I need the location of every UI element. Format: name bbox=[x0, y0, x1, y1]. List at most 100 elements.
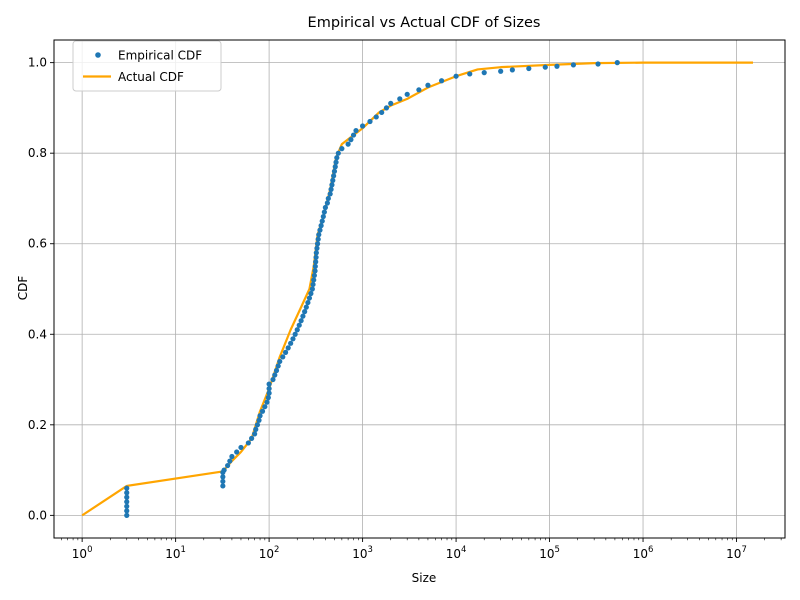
empirical-point bbox=[321, 209, 327, 215]
empirical-point bbox=[316, 232, 322, 238]
empirical-point bbox=[305, 299, 311, 306]
empirical-point bbox=[383, 105, 390, 111]
empirical-point bbox=[252, 431, 258, 437]
y-axis-label: CDF bbox=[16, 276, 30, 301]
y-tick-label: 0.6 bbox=[28, 237, 47, 251]
x-tick-label: 100 bbox=[72, 545, 93, 561]
empirical-point bbox=[234, 449, 240, 455]
empirical-point bbox=[453, 73, 459, 79]
empirical-point bbox=[272, 372, 278, 378]
empirical-point bbox=[333, 159, 339, 165]
empirical-point bbox=[320, 213, 326, 220]
empirical-point bbox=[318, 223, 324, 229]
empirical-point bbox=[526, 65, 532, 72]
empirical-point bbox=[353, 127, 359, 134]
empirical-point bbox=[509, 67, 515, 73]
empirical-point bbox=[229, 453, 235, 460]
legend: Empirical CDF Actual CDF bbox=[72, 40, 222, 92]
empirical-point bbox=[308, 290, 314, 297]
empirical-point bbox=[257, 413, 263, 419]
chart-title: Empirical vs Actual CDF of Sizes bbox=[308, 15, 541, 31]
empirical-point bbox=[379, 109, 385, 116]
x-tick-label: 102 bbox=[259, 545, 280, 561]
empirical-point bbox=[310, 281, 316, 288]
empirical-point bbox=[595, 61, 601, 67]
empirical-point bbox=[332, 164, 338, 170]
empirical-point bbox=[292, 331, 298, 337]
empirical-point bbox=[266, 381, 272, 387]
empirical-point bbox=[225, 462, 231, 469]
empirical-point bbox=[238, 444, 244, 451]
empirical-point bbox=[425, 82, 431, 88]
y-tick-label: 0.0 bbox=[28, 508, 47, 522]
empirical-point bbox=[262, 404, 268, 410]
empirical-point bbox=[324, 200, 330, 206]
empirical-point bbox=[319, 218, 325, 224]
empirical-point bbox=[359, 123, 366, 129]
empirical-point bbox=[312, 268, 318, 274]
empirical-point bbox=[542, 64, 548, 70]
empirical-point bbox=[404, 91, 410, 97]
empirical-point bbox=[124, 494, 130, 500]
y-tick-label: 1.0 bbox=[28, 56, 47, 70]
empirical-point bbox=[313, 254, 319, 260]
x-tick-label: 107 bbox=[726, 545, 747, 561]
x-tick-label: 106 bbox=[633, 545, 654, 561]
empirical-point bbox=[221, 467, 227, 473]
empirical-point bbox=[439, 78, 445, 84]
empirical-point bbox=[266, 386, 272, 392]
empirical-point bbox=[264, 399, 270, 405]
plot-frame bbox=[53, 39, 786, 539]
empirical-point bbox=[277, 358, 283, 365]
empirical-point bbox=[554, 63, 560, 69]
y-tick-label: 0.4 bbox=[28, 327, 47, 341]
series-layer bbox=[81, 60, 753, 518]
empirical-point bbox=[498, 68, 504, 74]
empirical-point bbox=[300, 313, 306, 319]
empirical-point bbox=[322, 204, 328, 211]
empirical-point bbox=[348, 137, 354, 143]
empirical-point bbox=[350, 132, 357, 138]
empirical-point bbox=[481, 70, 487, 76]
empirical-point bbox=[124, 508, 130, 514]
x-tick-label: 104 bbox=[446, 545, 467, 561]
empirical-point bbox=[309, 286, 315, 292]
empirical-point bbox=[314, 241, 321, 247]
empirical-point bbox=[373, 114, 379, 120]
empirical-point bbox=[328, 186, 334, 192]
empirical-point bbox=[259, 408, 266, 414]
empirical-point bbox=[124, 490, 130, 496]
empirical-point bbox=[253, 426, 259, 432]
empirical-point bbox=[331, 173, 337, 179]
empirical-point bbox=[298, 318, 304, 324]
empirical-point bbox=[282, 349, 289, 355]
empirical-point bbox=[220, 478, 226, 485]
empirical-point bbox=[256, 417, 262, 423]
empirical-point bbox=[467, 71, 473, 77]
y-tick-label: 0.2 bbox=[28, 418, 47, 432]
empirical-point bbox=[227, 458, 233, 464]
empirical-point bbox=[273, 367, 280, 374]
empirical-point bbox=[614, 60, 620, 66]
empirical-point bbox=[388, 100, 394, 106]
empirical-point bbox=[397, 96, 403, 102]
empirical-point bbox=[325, 195, 331, 202]
empirical-point bbox=[312, 263, 318, 269]
legend-marker-empirical bbox=[95, 52, 101, 58]
legend-label-empirical: Empirical CDF bbox=[118, 49, 202, 63]
x-tick-label: 101 bbox=[165, 545, 186, 561]
empirical-point bbox=[315, 236, 321, 242]
empirical-point bbox=[124, 485, 130, 491]
y-tick-label: 0.8 bbox=[28, 146, 47, 160]
empirical-point bbox=[327, 191, 333, 197]
empirical-point bbox=[570, 62, 577, 68]
empirical-point bbox=[302, 309, 308, 315]
empirical-point bbox=[335, 150, 341, 156]
empirical-point bbox=[345, 141, 351, 147]
empirical-point bbox=[329, 182, 335, 188]
empirical-point bbox=[314, 245, 320, 251]
empirical-point bbox=[416, 87, 422, 93]
x-axis-label: Size bbox=[412, 571, 437, 585]
legend-label-actual: Actual CDF bbox=[118, 70, 184, 84]
